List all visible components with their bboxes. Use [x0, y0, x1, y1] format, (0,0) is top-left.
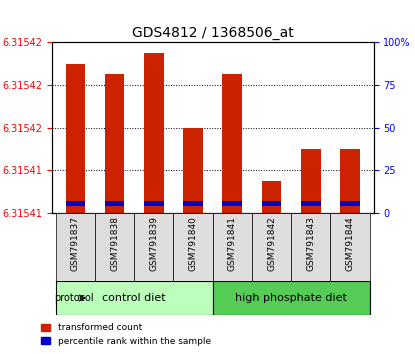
Text: control diet: control diet — [103, 293, 166, 303]
Bar — [301, 201, 320, 206]
Text: GSM791844: GSM791844 — [345, 216, 354, 271]
Bar — [66, 201, 85, 206]
Bar — [222, 74, 242, 213]
Bar — [291, 213, 330, 281]
Bar — [262, 181, 281, 213]
Bar — [95, 213, 134, 281]
Text: GSM791841: GSM791841 — [228, 216, 237, 271]
Bar — [252, 213, 291, 281]
Bar — [330, 213, 370, 281]
Bar — [173, 213, 213, 281]
Text: GSM791838: GSM791838 — [110, 216, 119, 271]
Bar — [183, 201, 203, 206]
Bar — [340, 201, 360, 206]
Bar — [134, 213, 173, 281]
Bar — [262, 201, 281, 206]
Text: protocol: protocol — [54, 293, 93, 303]
Legend: transformed count, percentile rank within the sample: transformed count, percentile rank withi… — [38, 320, 214, 349]
Bar — [213, 281, 370, 315]
Text: high phosphate diet: high phosphate diet — [235, 293, 347, 303]
Bar — [340, 149, 360, 213]
Bar — [301, 149, 320, 213]
Text: GSM791842: GSM791842 — [267, 216, 276, 271]
Bar — [66, 64, 85, 213]
Bar — [144, 53, 164, 213]
Bar — [56, 213, 95, 281]
Bar — [222, 201, 242, 206]
Text: GSM791837: GSM791837 — [71, 216, 80, 271]
Bar — [183, 128, 203, 213]
Bar — [105, 201, 124, 206]
Bar — [56, 281, 213, 315]
Title: GDS4812 / 1368506_at: GDS4812 / 1368506_at — [132, 26, 293, 40]
Text: GSM791840: GSM791840 — [188, 216, 198, 271]
Bar — [144, 201, 164, 206]
Bar — [213, 213, 252, 281]
Text: GSM791839: GSM791839 — [149, 216, 159, 271]
Bar — [105, 74, 124, 213]
Text: GSM791843: GSM791843 — [306, 216, 315, 271]
